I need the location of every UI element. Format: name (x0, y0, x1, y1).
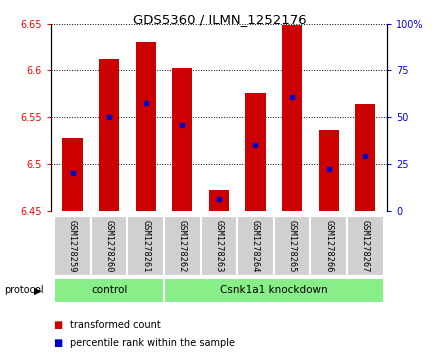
Bar (237, 216, 274, 276)
Bar (201, 216, 237, 276)
Text: control: control (91, 285, 127, 295)
Bar (91, 216, 128, 276)
Bar (274, 216, 310, 276)
Text: GSM1278265: GSM1278265 (288, 220, 297, 272)
Bar (209, 190, 229, 211)
Bar (62, 138, 83, 211)
Text: percentile rank within the sample: percentile rank within the sample (70, 338, 235, 348)
Text: Csnk1a1 knockdown: Csnk1a1 knockdown (220, 285, 328, 295)
Bar (355, 104, 375, 211)
Text: ■: ■ (53, 320, 62, 330)
Bar (347, 216, 384, 276)
Text: GSM1278261: GSM1278261 (141, 220, 150, 272)
Text: ■: ■ (53, 338, 62, 348)
Text: GSM1278266: GSM1278266 (324, 220, 333, 272)
Text: protocol: protocol (4, 285, 44, 295)
Bar (54, 278, 164, 303)
Bar (282, 25, 302, 211)
Text: GSM1278259: GSM1278259 (68, 220, 77, 272)
Text: GSM1278264: GSM1278264 (251, 220, 260, 272)
Text: GSM1278267: GSM1278267 (361, 220, 370, 272)
Bar (136, 42, 156, 211)
Bar (164, 278, 384, 303)
Bar (99, 59, 119, 211)
Bar (54, 216, 91, 276)
Bar (310, 216, 347, 276)
Bar (164, 216, 201, 276)
Text: transformed count: transformed count (70, 320, 160, 330)
Text: ▶: ▶ (33, 285, 41, 295)
Text: GDS5360 / ILMN_1252176: GDS5360 / ILMN_1252176 (133, 13, 307, 26)
Bar (128, 216, 164, 276)
Bar (172, 69, 192, 211)
Bar (319, 130, 339, 211)
Bar (246, 93, 266, 211)
Text: GSM1278260: GSM1278260 (105, 220, 114, 272)
Text: GSM1278263: GSM1278263 (214, 220, 224, 272)
Text: GSM1278262: GSM1278262 (178, 220, 187, 272)
